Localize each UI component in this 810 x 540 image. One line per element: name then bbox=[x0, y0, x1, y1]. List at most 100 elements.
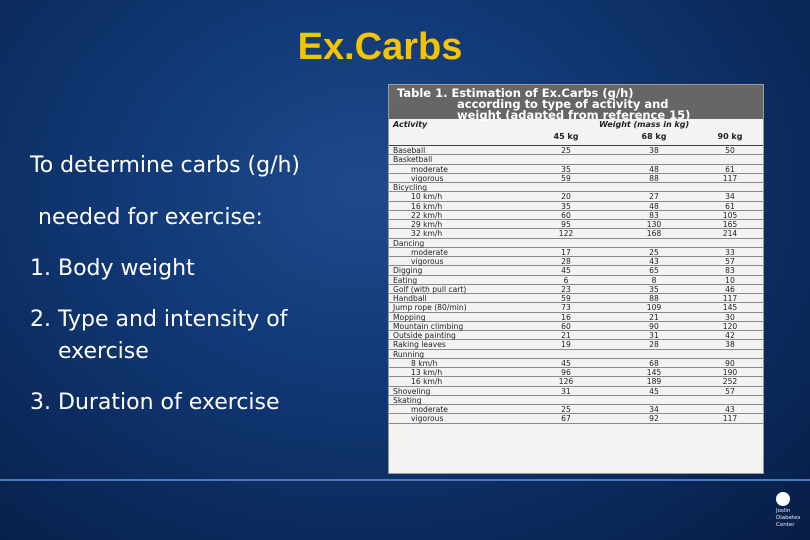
table-cell-activity: Jump rope (80/min) bbox=[393, 303, 467, 313]
table-row: Skating bbox=[389, 396, 763, 405]
table-row: moderate 35 48 61 bbox=[389, 165, 763, 174]
table-cell-activity: 16 km/h bbox=[411, 377, 443, 387]
table-cell-activity: Eating bbox=[393, 275, 418, 285]
joslin-logo: Joslin Diabetes Center bbox=[776, 492, 802, 529]
list-item-text: Type and intensity of exercise bbox=[58, 307, 288, 364]
table-cell-value: 168 bbox=[646, 229, 662, 239]
table-cell-value: 95 bbox=[561, 220, 571, 229]
table-cell-activity: moderate bbox=[411, 247, 448, 257]
table-row: Mopping 16 21 30 bbox=[389, 313, 763, 322]
table-cell-value: 34 bbox=[649, 405, 659, 414]
table-cell-value: 117 bbox=[722, 173, 738, 183]
table-cell-value: 38 bbox=[649, 146, 659, 155]
table-cell-activity: 22 km/h bbox=[411, 210, 443, 220]
column-header-weight: Weight (mass in kg) bbox=[599, 120, 690, 129]
table-cell-value: 16 bbox=[561, 312, 571, 322]
excarbs-table: Table 1. Estimation of Ex.Carbs (g/h) ac… bbox=[388, 84, 764, 474]
list-item-number: 2. bbox=[30, 307, 51, 332]
table-row: 32 km/h 122 168 214 bbox=[389, 229, 763, 239]
table-cell-value: 61 bbox=[725, 201, 735, 211]
table-cell-value: 21 bbox=[649, 312, 659, 322]
table-cell-value: 21 bbox=[561, 331, 571, 340]
table-cell-value: 61 bbox=[725, 164, 735, 174]
table-cell-activity: Mopping bbox=[393, 312, 426, 322]
table-cell-value: 145 bbox=[722, 303, 738, 313]
table-cell-value: 25 bbox=[649, 247, 659, 257]
table-cell-value: 42 bbox=[725, 331, 735, 340]
table-row: 22 km/h 60 83 105 bbox=[389, 211, 763, 220]
table-cell-activity: 16 km/h bbox=[411, 201, 443, 211]
table-row: Running bbox=[389, 350, 763, 359]
table-cell-activity: vigorous bbox=[411, 257, 444, 266]
table-cell-value: 105 bbox=[722, 210, 738, 220]
table-row: vigorous 59 88 117 bbox=[389, 174, 763, 183]
table-cell-activity: moderate bbox=[411, 405, 448, 414]
table-row: 13 km/h 96 145 190 bbox=[389, 368, 763, 378]
table-row: Outside painting 21 31 42 bbox=[389, 331, 763, 341]
table-cell-value: 252 bbox=[722, 377, 738, 387]
table-cell-activity: Dancing bbox=[393, 238, 425, 248]
table-cell-value: 214 bbox=[722, 229, 738, 239]
logo-line: Center bbox=[776, 522, 795, 528]
column-header-45kg: 45 kg bbox=[553, 132, 579, 141]
table-cell-value: 60 bbox=[561, 210, 571, 220]
table-cell-value: 50 bbox=[725, 146, 735, 155]
column-header-68kg: 68 kg bbox=[641, 132, 667, 141]
table-caption-line: Table 1. Estimation of Ex.Carbs (g/h) bbox=[397, 86, 634, 100]
table-cell-value: 90 bbox=[649, 321, 659, 331]
joslin-logo-icon bbox=[776, 492, 790, 506]
table-cell-value: 65 bbox=[649, 266, 659, 276]
table-cell-value: 20 bbox=[561, 192, 571, 202]
table-row: Basketball bbox=[389, 155, 763, 165]
column-header-activity: Activity bbox=[393, 120, 428, 129]
table-cell-value: 38 bbox=[725, 340, 735, 350]
table-cell-value: 189 bbox=[646, 377, 662, 387]
table-row: Handball 59 88 117 bbox=[389, 294, 763, 304]
list-item-activity-type: 2. Type and intensity of exercise bbox=[30, 304, 338, 368]
table-cell-value: 88 bbox=[649, 294, 659, 303]
table-row: Bicycling bbox=[389, 183, 763, 193]
table-cell-activity: moderate bbox=[411, 164, 448, 174]
table-cell-value: 27 bbox=[649, 192, 659, 202]
logo-line: Diabetes bbox=[776, 515, 801, 521]
table-cell-activity: Skating bbox=[393, 395, 422, 405]
table-cell-value: 96 bbox=[561, 368, 571, 377]
list-item-number: 1. bbox=[30, 256, 51, 281]
table-cell-value: 90 bbox=[725, 358, 735, 368]
column-header-90kg: 90 kg bbox=[717, 132, 743, 141]
table-row: Golf (with pull cart) 23 35 46 bbox=[389, 285, 763, 294]
table-cell-value: 126 bbox=[558, 377, 574, 387]
intro-line-2: needed for exercise: bbox=[38, 205, 263, 230]
table-cell-value: 48 bbox=[649, 201, 659, 211]
table-cell-activity: 32 km/h bbox=[411, 229, 443, 239]
table-row: Raking leaves 19 28 38 bbox=[389, 340, 763, 350]
table-cell-value: 117 bbox=[722, 294, 738, 303]
table-cell-value: 28 bbox=[649, 340, 659, 350]
list-item-duration: 3. Duration of exercise bbox=[30, 387, 338, 419]
table-cell-value: 43 bbox=[725, 405, 735, 414]
table-cell-activity: Mountain climbing bbox=[393, 321, 464, 331]
table-cell-value: 190 bbox=[722, 368, 738, 377]
table-cell-value: 130 bbox=[646, 220, 662, 229]
table-cell-value: 57 bbox=[725, 386, 735, 396]
table-cell-activity: Golf (with pull cart) bbox=[393, 284, 467, 294]
table-cell-value: 34 bbox=[725, 192, 735, 202]
table-cell-value: 19 bbox=[561, 340, 571, 350]
table-cell-value: 88 bbox=[649, 173, 659, 183]
table-cell-value: 17 bbox=[561, 247, 571, 257]
table-cell-value: 120 bbox=[722, 321, 738, 331]
table-cell-value: 10 bbox=[725, 275, 735, 285]
logo-line: Joslin bbox=[776, 508, 791, 514]
table-caption: Table 1. Estimation of Ex.Carbs (g/h) ac… bbox=[389, 85, 763, 121]
table-cell-value: 25 bbox=[561, 146, 571, 155]
table-cell-activity: Handball bbox=[393, 294, 427, 303]
table-cell-value: 31 bbox=[649, 331, 659, 340]
table-cell-activity: 8 km/h bbox=[411, 358, 438, 368]
table-cell-value: 30 bbox=[725, 312, 735, 322]
table-cell-value: 68 bbox=[649, 358, 659, 368]
table-row: vigorous 28 43 57 bbox=[389, 257, 763, 267]
table-cell-value: 46 bbox=[725, 284, 735, 294]
table-cell-activity: Baseball bbox=[393, 146, 426, 155]
table-cell-value: 33 bbox=[725, 247, 735, 257]
table-cell-value: 28 bbox=[561, 257, 571, 266]
